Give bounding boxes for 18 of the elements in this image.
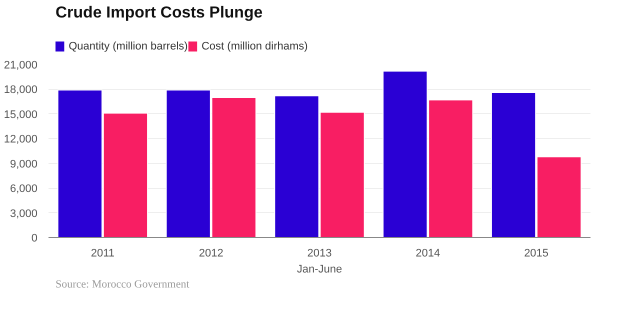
- x-tick-label: 2013: [307, 248, 332, 260]
- y-tick-label: 3,000: [10, 208, 38, 220]
- x-tick-label: 2015: [524, 248, 549, 260]
- x-axis-title: Jan-June: [296, 264, 342, 276]
- source-note: Source: Morocco Government: [55, 278, 190, 290]
- x-tick-label: 2011: [90, 248, 115, 260]
- x-tick-label: 2014: [416, 248, 440, 260]
- y-tick-label: 21,000: [4, 60, 38, 72]
- x-tick-label: 2012: [198, 248, 224, 260]
- legend-label: Cost (million dirhams): [201, 40, 308, 52]
- y-tick-label: 6,000: [10, 183, 38, 196]
- y-tick-label: 18,000: [4, 84, 38, 96]
- y-tick-label: 12,000: [4, 134, 38, 146]
- y-tick-label: 0: [31, 232, 38, 244]
- chart-title: Crude Import Costs Plunge: [55, 4, 263, 22]
- y-tick-label: 9,000: [10, 158, 38, 170]
- legend-label: Quantity (million barrels): [68, 40, 188, 52]
- y-tick-label: 15,000: [4, 108, 38, 121]
